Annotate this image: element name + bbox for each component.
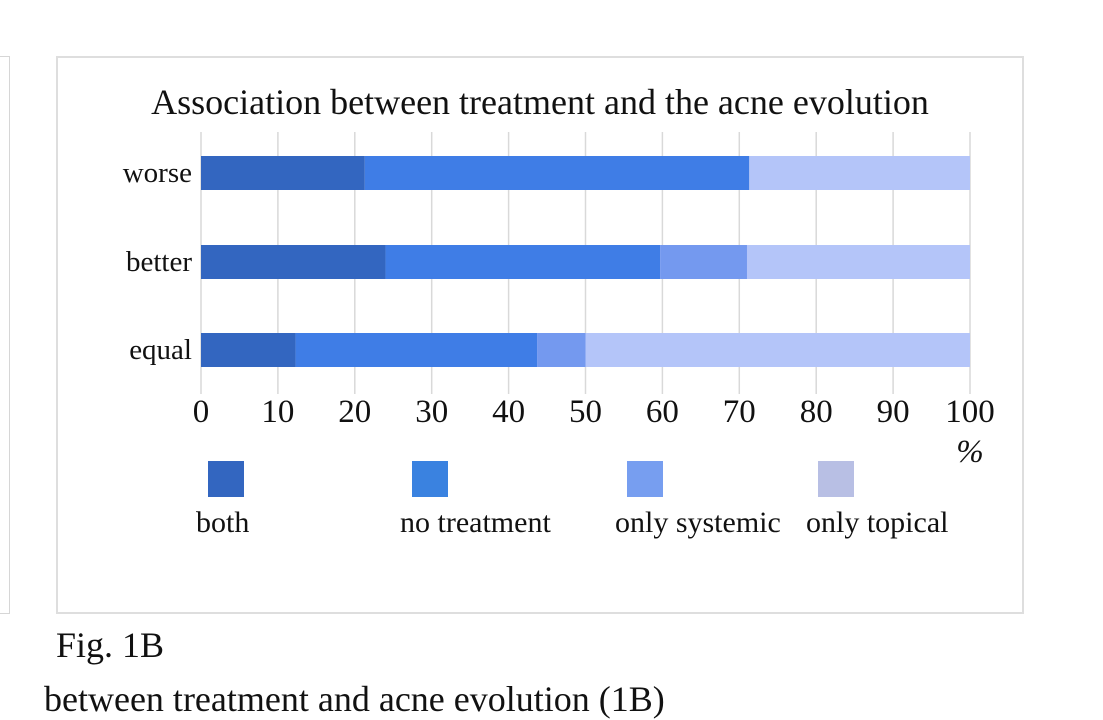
x-tick-label: 90 — [877, 394, 910, 430]
bar-only-systemic-better — [660, 245, 747, 279]
chart-container: Association between treatment and the ac… — [56, 56, 1024, 614]
x-tick-label: 30 — [415, 394, 448, 430]
category-label: worse — [123, 157, 192, 189]
x-tick-label: 80 — [800, 394, 833, 430]
legend-label-only-topical: only topical — [806, 506, 949, 539]
body-text-line: between treatment and acne evolution (1B… — [44, 679, 665, 719]
legend-swatch-no-treatment — [412, 461, 448, 497]
x-axis-label: % — [956, 434, 984, 470]
figure-caption: Fig. 1B — [56, 625, 165, 665]
category-label: equal — [129, 334, 192, 366]
bar-only-systemic-equal — [537, 333, 586, 367]
bar-only-topical-worse — [749, 156, 970, 190]
bar-no-treatment-equal — [295, 333, 538, 367]
bar-only-topical-better — [746, 245, 970, 279]
bar-only-topical-equal — [585, 333, 970, 367]
legend-swatch-both — [208, 461, 244, 497]
x-tick-label: 50 — [569, 394, 602, 430]
chart-title: Association between treatment and the ac… — [151, 82, 929, 122]
x-tick-label: 0 — [193, 394, 210, 430]
legend-swatch-only-systemic — [627, 461, 663, 497]
x-tick-label: 70 — [723, 394, 756, 430]
x-tick-label: 100 — [945, 394, 995, 430]
legend-label-both: both — [196, 506, 250, 539]
category-label: better — [126, 246, 192, 278]
bar-no-treatment-worse — [364, 156, 750, 190]
adjacent-panel-edge — [0, 56, 10, 614]
x-tick-label: 40 — [492, 394, 525, 430]
x-tick-label: 10 — [261, 394, 294, 430]
bar-both-equal — [201, 333, 296, 367]
bar-both-better — [201, 245, 386, 279]
legend-label-only-systemic: only systemic — [615, 506, 781, 539]
legend-swatch-only-topical — [818, 461, 854, 497]
x-tick-label: 60 — [646, 394, 679, 430]
legend-label-no-treatment: no treatment — [400, 506, 551, 539]
x-tick-label: 20 — [338, 394, 371, 430]
bar-no-treatment-better — [385, 245, 661, 279]
bar-both-worse — [201, 156, 365, 190]
